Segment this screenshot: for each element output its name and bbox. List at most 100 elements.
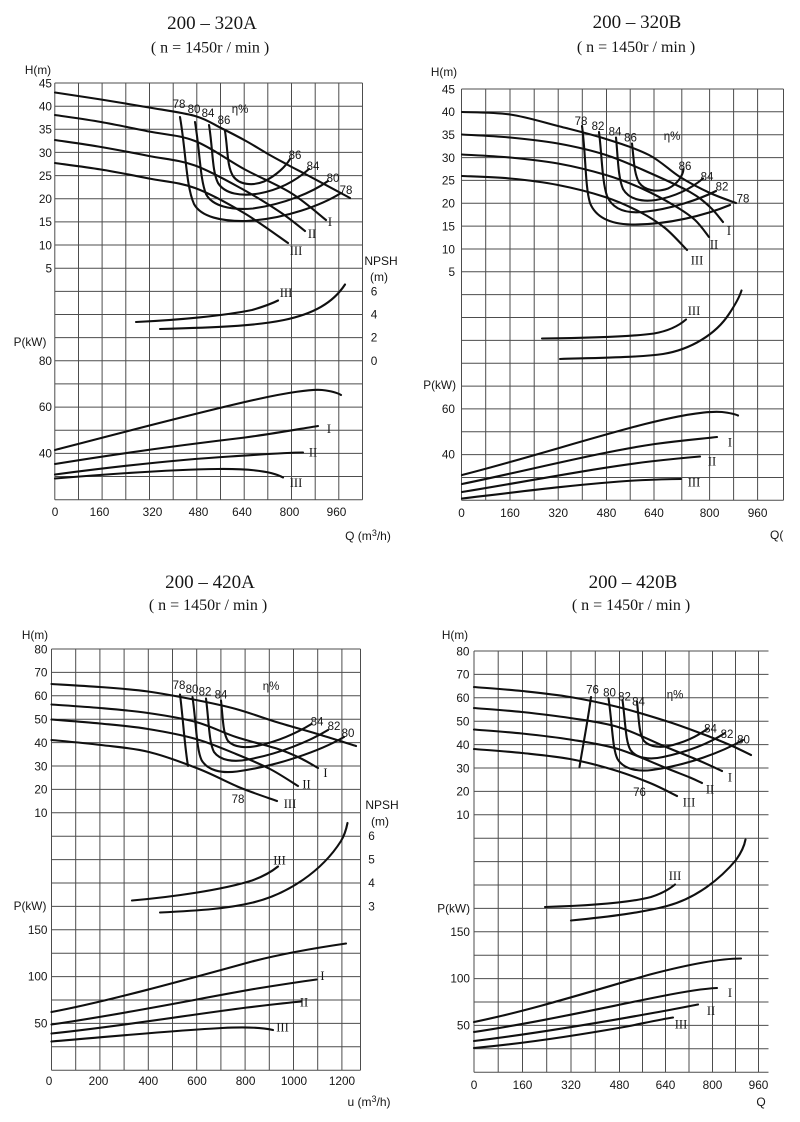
svg-text:II: II (302, 778, 310, 792)
svg-text:50: 50 (34, 1016, 48, 1030)
svg-text:I: I (728, 436, 732, 450)
svg-text:40: 40 (34, 736, 48, 750)
svg-text:0: 0 (371, 354, 378, 368)
svg-text:( n = 1450r / min ): ( n = 1450r / min ) (149, 597, 267, 614)
svg-text:30: 30 (456, 761, 470, 775)
svg-text:60: 60 (456, 691, 470, 705)
svg-text:78: 78 (173, 680, 186, 692)
svg-text:80: 80 (39, 354, 53, 368)
svg-text:25: 25 (39, 169, 53, 183)
svg-text:III: III (688, 476, 701, 490)
svg-text:20: 20 (39, 192, 53, 206)
svg-text:H(m): H(m) (431, 65, 457, 79)
svg-text:35: 35 (442, 128, 456, 142)
svg-text:I: I (728, 986, 732, 1000)
svg-text:800: 800 (700, 506, 720, 520)
svg-text:6: 6 (368, 829, 375, 843)
svg-text:6: 6 (371, 284, 378, 298)
svg-text:III: III (683, 796, 696, 810)
svg-text:η%: η% (664, 131, 681, 143)
svg-text:I: I (323, 766, 327, 780)
svg-text:800: 800 (280, 505, 300, 519)
svg-text:III: III (280, 286, 293, 300)
svg-text:30: 30 (442, 151, 456, 165)
svg-text:III: III (669, 869, 682, 883)
svg-text:(m): (m) (370, 270, 388, 284)
svg-text:400: 400 (138, 1074, 158, 1088)
svg-text:86: 86 (679, 161, 692, 173)
svg-text:78: 78 (737, 194, 750, 206)
svg-text:H(m): H(m) (25, 63, 51, 77)
svg-text:150: 150 (450, 925, 470, 939)
svg-text:30: 30 (39, 146, 53, 160)
svg-text:84: 84 (307, 161, 320, 173)
svg-text:100: 100 (450, 972, 470, 986)
svg-text:NPSH: NPSH (365, 798, 398, 812)
svg-text:P(kW): P(kW) (423, 378, 456, 392)
svg-text:0: 0 (471, 1078, 478, 1092)
svg-text:II: II (706, 783, 714, 797)
svg-text:4: 4 (368, 876, 375, 890)
svg-text:III: III (290, 244, 303, 258)
svg-text:η%: η% (263, 681, 280, 693)
svg-text:20: 20 (456, 785, 470, 799)
svg-text:60: 60 (39, 400, 53, 414)
svg-text:76: 76 (586, 685, 599, 697)
svg-text:40: 40 (456, 738, 470, 752)
svg-text:60: 60 (442, 402, 456, 416)
svg-text:I: I (328, 215, 332, 229)
svg-text:10: 10 (456, 808, 470, 822)
svg-text:10: 10 (39, 238, 53, 252)
svg-text:480: 480 (597, 506, 617, 520)
svg-text:320: 320 (561, 1078, 581, 1092)
svg-text:10: 10 (442, 242, 456, 256)
svg-text:5: 5 (45, 262, 52, 276)
svg-text:84: 84 (215, 690, 228, 702)
svg-text:I: I (728, 771, 732, 785)
svg-text:20: 20 (34, 783, 48, 797)
svg-text:45: 45 (39, 76, 53, 90)
svg-text:1000: 1000 (281, 1074, 308, 1088)
svg-text:50: 50 (456, 715, 470, 729)
svg-text:80: 80 (342, 728, 355, 740)
svg-text:II: II (710, 238, 718, 252)
svg-text:70: 70 (34, 666, 48, 680)
svg-text:40: 40 (442, 105, 456, 119)
svg-text:76: 76 (633, 787, 646, 799)
svg-text:10: 10 (34, 806, 48, 820)
svg-text:100: 100 (28, 970, 48, 984)
svg-text:(m): (m) (371, 815, 389, 829)
svg-text:86: 86 (624, 133, 637, 145)
svg-text:Q (m3/h): Q (m3/h) (345, 528, 391, 543)
svg-text:78: 78 (575, 116, 588, 128)
svg-text:III: III (276, 1021, 289, 1035)
svg-text:200 – 320B: 200 – 320B (593, 12, 682, 33)
svg-text:45: 45 (442, 82, 456, 96)
svg-text:200 – 320A: 200 – 320A (167, 13, 257, 34)
svg-text:86: 86 (289, 150, 302, 162)
svg-text:320: 320 (143, 505, 163, 519)
svg-text:80: 80 (186, 684, 199, 696)
svg-text:3: 3 (368, 899, 375, 913)
svg-text:82: 82 (328, 721, 341, 733)
svg-text:NPSH: NPSH (364, 254, 397, 268)
svg-text:160: 160 (90, 505, 110, 519)
svg-text:160: 160 (513, 1078, 533, 1092)
svg-text:84: 84 (311, 717, 324, 729)
svg-text:960: 960 (327, 505, 347, 519)
svg-text:II: II (300, 996, 308, 1010)
svg-text:82: 82 (199, 687, 212, 699)
svg-text:( n = 1450r / min ): ( n = 1450r / min ) (151, 40, 269, 57)
svg-text:15: 15 (39, 215, 53, 229)
svg-text:80: 80 (603, 688, 616, 700)
svg-text:III: III (691, 254, 704, 268)
svg-text:78: 78 (232, 794, 245, 806)
svg-text:50: 50 (457, 1018, 471, 1032)
svg-text:I: I (320, 969, 324, 983)
svg-text:P(kW): P(kW) (14, 899, 47, 913)
svg-text:5: 5 (368, 853, 375, 867)
svg-text:80: 80 (456, 644, 470, 658)
svg-text:80: 80 (34, 642, 48, 656)
svg-text:640: 640 (656, 1078, 676, 1092)
svg-text:160: 160 (500, 506, 520, 520)
